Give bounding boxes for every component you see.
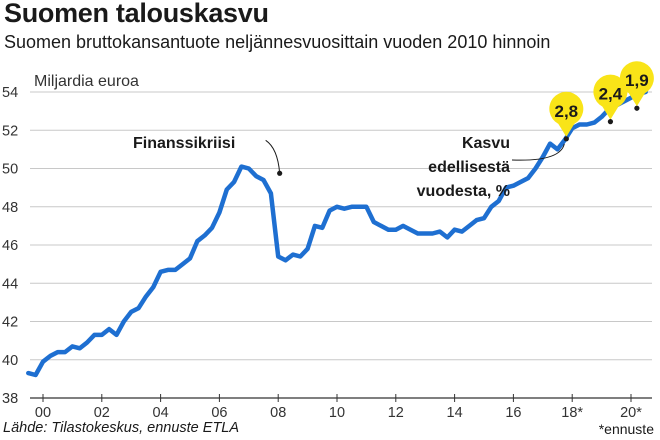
x-tick-label: 08: [270, 405, 286, 420]
growth-bubble-pin: [593, 74, 628, 120]
growth-leader-line: [511, 143, 565, 161]
growth-marker-dot: [634, 105, 640, 111]
crisis-marker-dot: [277, 170, 283, 176]
y-tick-label: 38: [2, 391, 18, 407]
y-tick-label: 54: [2, 85, 18, 101]
growth-bubble: 2,4: [593, 74, 628, 125]
chart-subtitle: Suomen bruttokansantuote neljännesvuosit…: [4, 32, 551, 52]
chart-title: Suomen talouskasvu: [4, 0, 269, 28]
y-axis-label: Miljardia euroa: [34, 73, 139, 90]
y-tick-label: 42: [2, 315, 18, 331]
growth-bubble-pin: [619, 61, 654, 107]
crisis-leader-line: [265, 139, 281, 174]
x-tick-label: 00: [35, 405, 51, 420]
growth-bubble-label: 2,8: [554, 102, 578, 121]
x-tick-label: 10: [329, 405, 345, 420]
source-note: Lähde: Tilastokeskus, ennuste ETLA: [3, 420, 240, 436]
forecast-footnote: *ennuste: [598, 421, 654, 437]
x-tick-label: 02: [94, 405, 110, 420]
y-tick-label: 50: [2, 162, 18, 178]
growth-bubble: 2,8: [549, 91, 584, 142]
line-chart: 38 40 42 44 46 48 50 52 54 00 02 04 06 08 10 12 14 16 18* 2…: [2, 61, 654, 420]
x-tick-label: 18*: [561, 405, 583, 420]
growth-bubble-pin: [549, 91, 584, 137]
growth-bubble-label: 2,4: [599, 85, 623, 104]
x-tick-label: 16: [505, 405, 521, 420]
x-tick-label: 20*: [620, 405, 642, 420]
x-tick-label: 06: [211, 405, 227, 420]
growth-annotation-line-1: Kasvu: [462, 135, 510, 152]
y-tick-label: 48: [2, 200, 18, 216]
annotations: Finanssikriisi Kasvu edellisestä vuodesta, …: [133, 61, 654, 200]
y-tick-label: 52: [2, 123, 18, 139]
x-tick-label: 14: [447, 405, 463, 420]
growth-marker-dot: [563, 136, 569, 142]
growth-bubble-label: 1,9: [625, 71, 649, 90]
growth-bubble: 1,9: [619, 61, 654, 111]
growth-annotation-line-3: vuodesta, %: [417, 183, 510, 200]
y-tick-label: 40: [2, 353, 18, 369]
x-tick-label: 12: [388, 405, 404, 420]
growth-annotation-line-2: edellisestä: [428, 159, 510, 176]
y-tick-label: 44: [2, 276, 18, 292]
x-tick-label: 04: [153, 405, 169, 420]
series-layer: [26, 89, 648, 378]
gridlines: [30, 91, 652, 399]
y-tick-label: 46: [2, 238, 18, 254]
growth-marker-dot: [607, 119, 614, 125]
crisis-annotation: Finanssikriisi: [133, 135, 235, 152]
axes: 38 40 42 44 46 48 50 52 54 00 02 04 06 08 10 12 14 16 18* 2…: [2, 85, 652, 420]
series-line-gdp: [26, 89, 648, 378]
